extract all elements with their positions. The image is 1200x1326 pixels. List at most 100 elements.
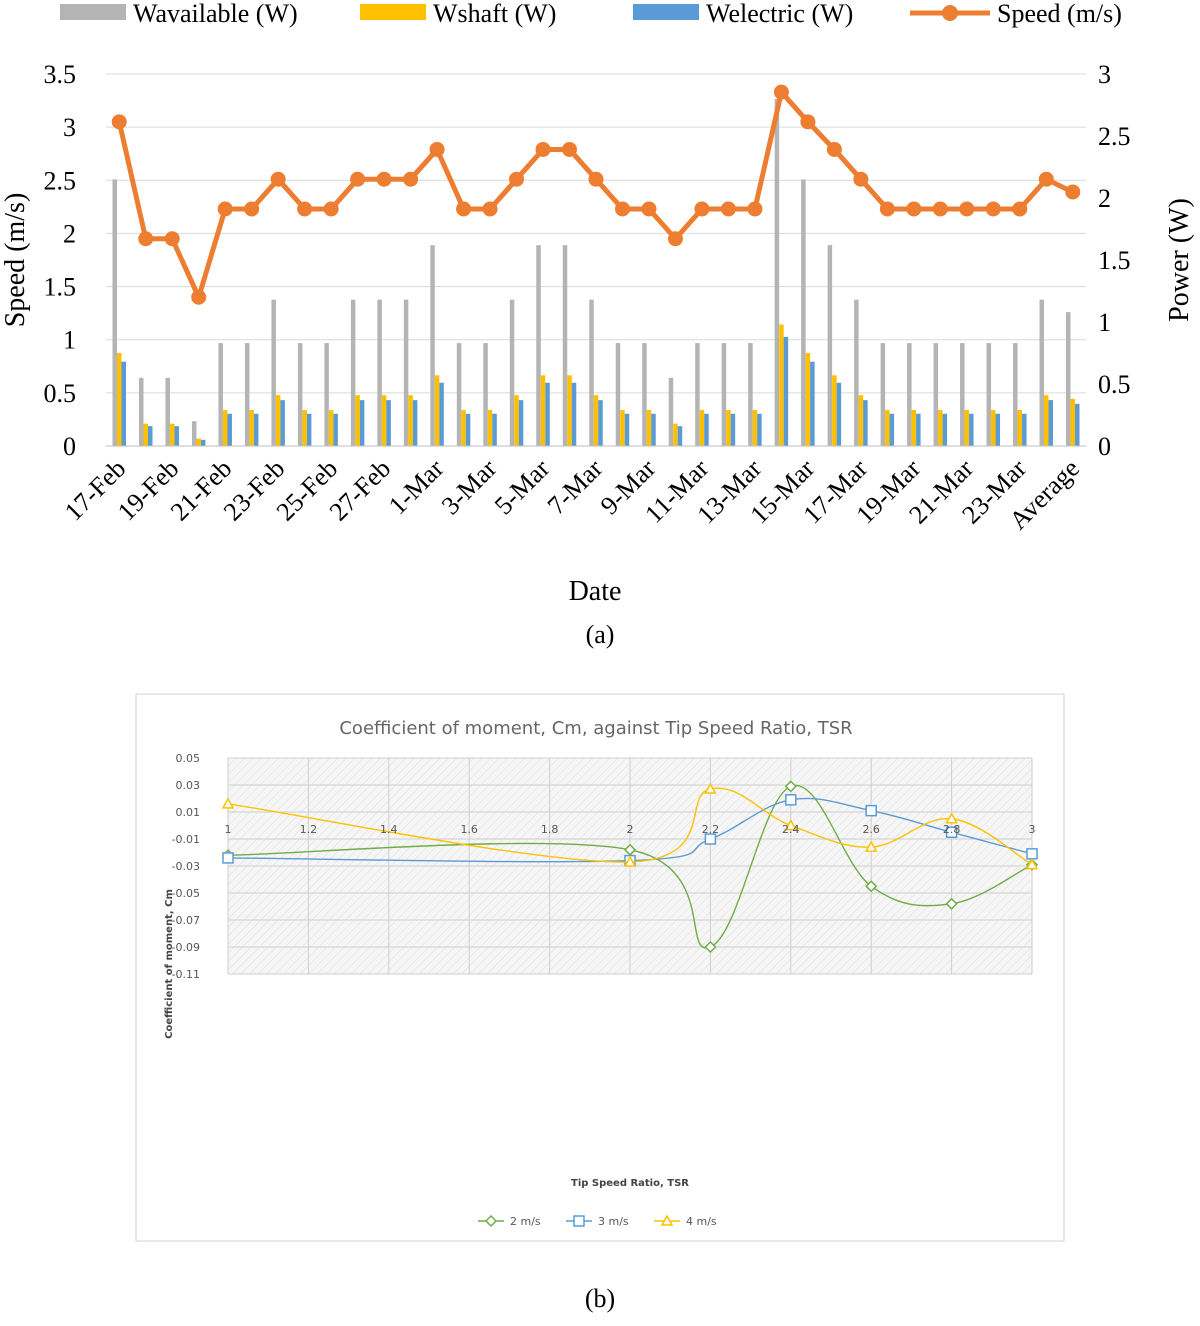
bar-welectric	[412, 400, 418, 446]
y-tick-left: 1	[63, 326, 76, 355]
bar-wshaft	[964, 410, 970, 446]
x-tick-b: 2.2	[702, 823, 720, 836]
bar-wshaft	[196, 438, 201, 446]
caption-a: (a)	[585, 620, 615, 649]
speed-point	[694, 201, 710, 217]
bar-welectric	[571, 382, 577, 446]
marker-square	[573, 1215, 585, 1227]
bar-wavailable	[827, 245, 833, 446]
bar-wavailable	[1013, 343, 1018, 446]
speed-point	[270, 171, 286, 187]
bar-welectric	[306, 413, 312, 446]
series-lines-b	[221, 780, 1039, 954]
bar-wavailable	[138, 377, 144, 446]
speed-line	[116, 89, 1074, 300]
bar-wavailable	[297, 343, 303, 446]
y-tick-right: 2.5	[1098, 122, 1131, 151]
marker-diamond	[484, 1214, 498, 1228]
bar-wshaft	[991, 410, 996, 446]
bar-wshaft	[328, 410, 334, 446]
speed-point	[456, 201, 472, 217]
bar-welectric	[783, 336, 789, 446]
bar-wshaft	[938, 410, 943, 446]
bar-welectric	[253, 413, 259, 446]
marker-diamond	[865, 880, 878, 893]
marker-triangle	[864, 840, 878, 852]
bar-wshaft	[858, 395, 864, 446]
speed-point	[217, 201, 233, 217]
bar-wshaft	[752, 410, 758, 446]
bar-wshaft	[673, 423, 678, 446]
bar-wavailable	[244, 343, 250, 446]
marker-triangle	[784, 818, 798, 831]
bar-welectric	[386, 400, 391, 446]
bar-wavailable	[960, 343, 965, 446]
bar-wshaft	[302, 410, 307, 446]
y-tick-b: 0.05	[176, 752, 201, 765]
bar-wavailable	[642, 343, 647, 446]
x-axis-label-b: Tip Speed Ratio, TSR	[571, 1178, 689, 1189]
bar-welectric	[333, 413, 338, 446]
y-tick-left: 2	[63, 219, 76, 248]
speed-point	[773, 84, 789, 100]
legend-label: Wavailable (W)	[133, 0, 298, 28]
bar-wshaft	[169, 423, 175, 446]
bar-welectric	[545, 382, 550, 446]
bar-welectric	[810, 361, 815, 446]
speed-point	[164, 231, 180, 247]
bar-wshaft	[726, 410, 731, 446]
bar-wavailable	[456, 343, 462, 446]
bar-welectric	[730, 413, 736, 446]
bar-welectric	[465, 413, 471, 446]
speed-point	[826, 141, 842, 157]
bar-wshaft	[275, 395, 281, 446]
speed-point	[985, 201, 1001, 217]
x-tick-a: 1-Mar	[383, 454, 450, 521]
x-tick-b: 2.4	[782, 823, 800, 836]
bar-welectric	[359, 400, 365, 446]
bar-wavailable	[562, 245, 568, 446]
speed-point	[906, 201, 922, 217]
speed-point	[1065, 184, 1081, 200]
bar-welectric	[836, 382, 842, 446]
speed-point	[800, 114, 816, 130]
bar-welectric	[121, 361, 126, 446]
bar-wshaft	[1044, 395, 1049, 446]
x-tick-b: 2.8	[943, 823, 961, 836]
y-tick-b: -0.07	[172, 914, 200, 927]
bar-welectric	[280, 400, 285, 446]
bar-wavailable	[615, 343, 621, 446]
chart-b-title: Coefficient of moment, Cm, against Tip S…	[339, 718, 852, 739]
x-tick-a: 27-Feb	[324, 454, 397, 527]
bar-wshaft	[885, 410, 890, 446]
bar-welectric	[1022, 413, 1027, 446]
bar-wshaft	[222, 410, 228, 446]
bar-welectric	[200, 439, 206, 446]
legend-swatch	[360, 4, 426, 20]
bar-wshaft	[540, 375, 546, 446]
x-tick-a: 5-Mar	[489, 454, 556, 521]
legend-a: Wavailable (W) Wshaft (W) Welectric (W) Spe…	[60, 0, 1122, 28]
y-tick-left: 0.5	[44, 379, 77, 408]
y-tick-b: 0.03	[176, 779, 201, 792]
bar-wavailable	[165, 377, 170, 446]
bar-wshaft	[699, 410, 705, 446]
speed-point	[562, 141, 578, 157]
bar-welectric	[757, 413, 762, 446]
y-tick-b: 0.01	[176, 806, 201, 819]
bar-wshaft	[461, 410, 466, 446]
legend-label-b: 2 m/s	[510, 1215, 541, 1228]
y-tick-right: 1.5	[1098, 246, 1131, 275]
bar-wshaft	[143, 423, 148, 446]
bar-wshaft	[381, 395, 387, 446]
speed-point	[1038, 171, 1054, 187]
bar-wshaft	[1070, 398, 1076, 446]
marker-diamond	[784, 780, 797, 793]
speed-point	[244, 201, 260, 217]
bar-welectric	[863, 400, 868, 446]
bar-welectric	[889, 413, 895, 446]
bar-wavailable	[218, 343, 223, 446]
caption-b: (b)	[584, 1284, 616, 1313]
bar-wavailable	[695, 343, 700, 446]
bar-welectric	[439, 382, 444, 446]
